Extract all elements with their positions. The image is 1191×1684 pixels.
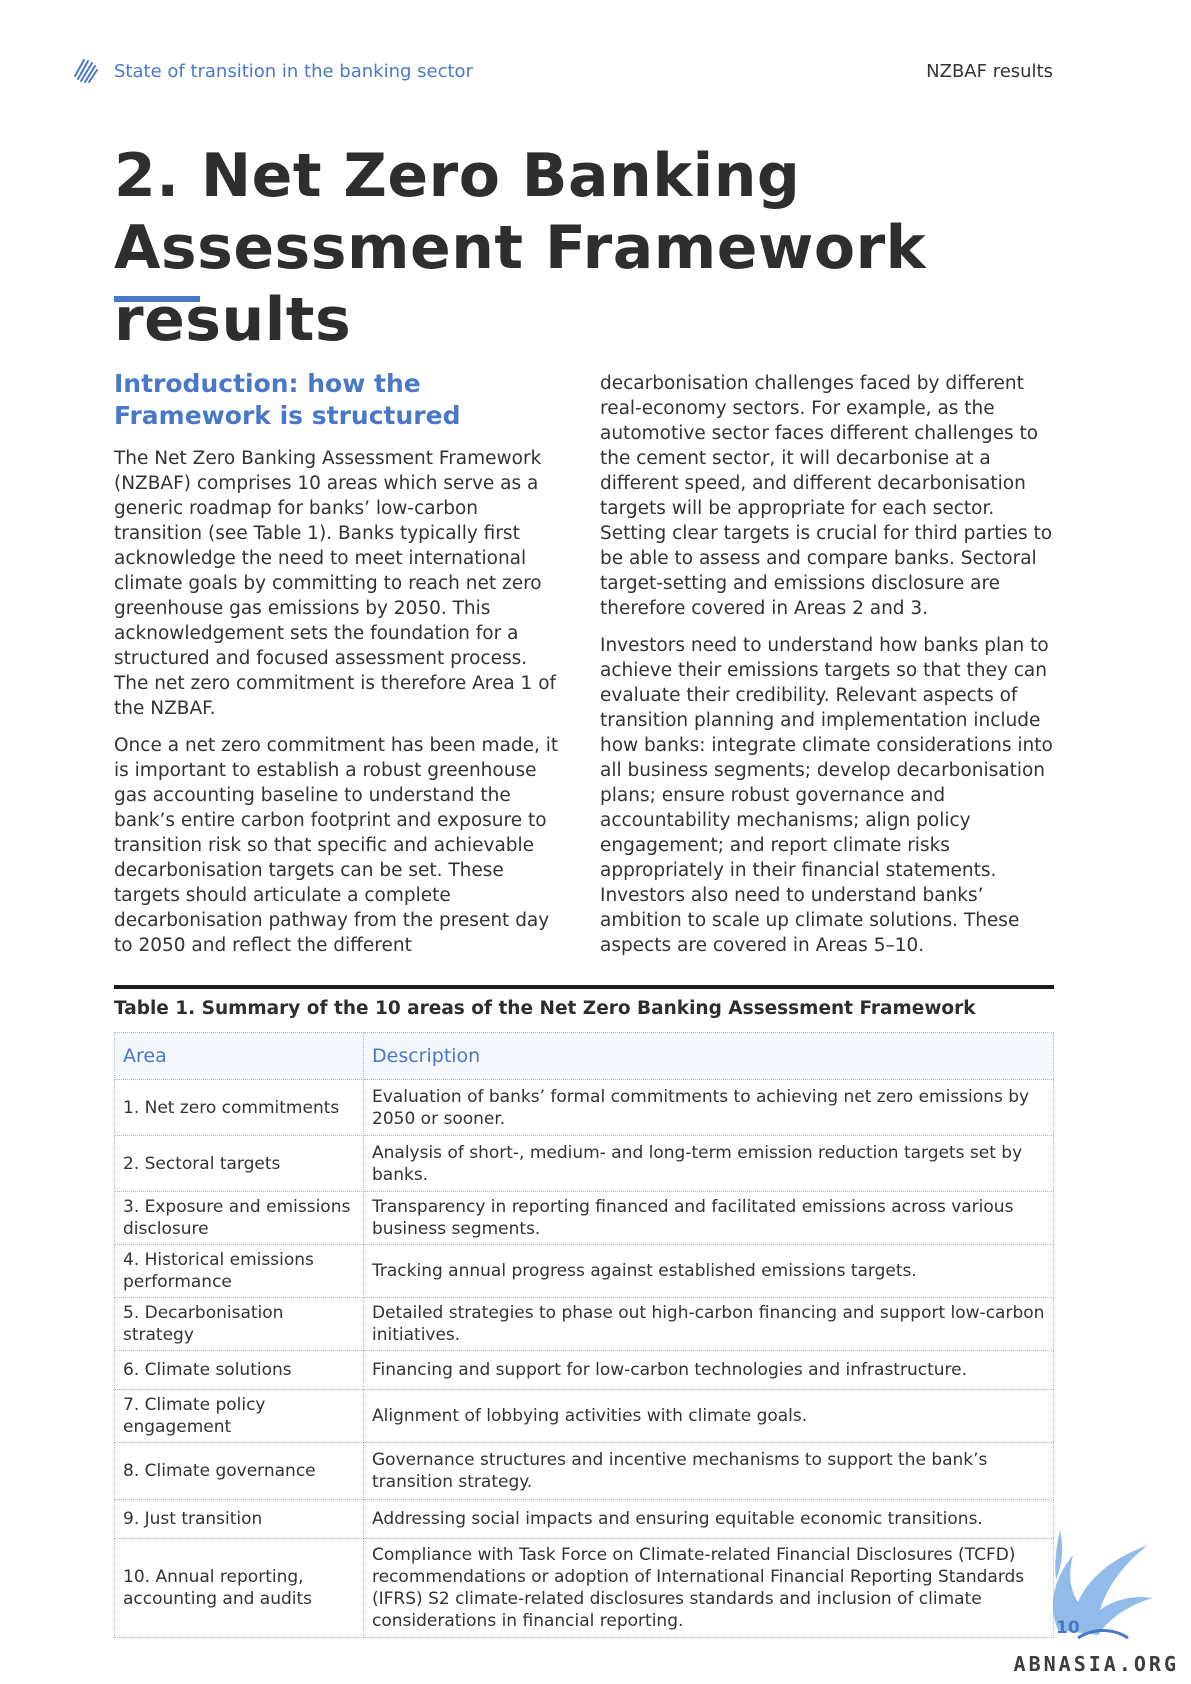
description-cell: Governance structures and incentive mech… xyxy=(363,1442,1054,1500)
description-cell: Financing and support for low-carbon tec… xyxy=(363,1350,1054,1390)
description-cell: Addressing social impacts and ensuring e… xyxy=(363,1499,1054,1539)
areas-table: Area Description 1. Net zero commitments… xyxy=(114,1032,1054,1638)
right-column: decarbonisation challenges faced by diff… xyxy=(600,371,1058,970)
table-top-rule xyxy=(114,985,1054,989)
area-cell: 7. Climate policy engagement xyxy=(114,1389,364,1443)
area-cell: 8. Climate governance xyxy=(114,1442,364,1500)
table-row: 10. Annual reporting, accounting and aud… xyxy=(114,1538,1054,1638)
breadcrumb[interactable]: State of transition in the banking secto… xyxy=(114,61,473,82)
table-row: 7. Climate policy engagement Alignment o… xyxy=(114,1389,1054,1443)
intro-heading-line-1: Introduction: how the xyxy=(114,369,421,398)
intro-heading-line-2: Framework is structured xyxy=(114,401,461,430)
table-row: 3. Exposure and emissions disclosure Tra… xyxy=(114,1191,1054,1245)
intro-paragraph: Investors need to understand how banks p… xyxy=(600,635,1053,956)
bird-icon xyxy=(1053,1530,1153,1640)
area-cell: 10. Annual reporting, accounting and aud… xyxy=(114,1538,364,1638)
page-title-line-2: Assessment Framework results xyxy=(114,213,927,355)
table-row: 8. Climate governance Governance structu… xyxy=(114,1442,1054,1500)
intro-paragraph: Once a net zero commitment has been made… xyxy=(114,735,559,956)
section-label: NZBAF results xyxy=(926,61,1053,82)
left-column: Introduction: how the Framework is struc… xyxy=(114,368,566,970)
page-header: State of transition in the banking secto… xyxy=(72,56,1053,86)
table-row: 9. Just transition Addressing social imp… xyxy=(114,1499,1054,1539)
table-row: 1. Net zero commitments Evaluation of ba… xyxy=(114,1079,1054,1136)
description-cell: Transparency in reporting financed and f… xyxy=(363,1191,1054,1245)
area-cell: 9. Just transition xyxy=(114,1499,364,1539)
intro-heading: Introduction: how the Framework is struc… xyxy=(114,368,566,432)
intro-paragraph: The Net Zero Banking Assessment Framewor… xyxy=(114,448,557,719)
page-title: 2. Net Zero Banking Assessment Framework… xyxy=(114,140,1094,356)
description-cell: Evaluation of banks’ formal commitments … xyxy=(363,1079,1054,1136)
page-number: 10 xyxy=(1056,1618,1080,1638)
table-header-row: Area Description xyxy=(114,1032,1054,1080)
area-cell: 5. Decarbonisation strategy xyxy=(114,1297,364,1351)
description-cell: Analysis of short-, medium- and long-ter… xyxy=(363,1135,1054,1192)
description-cell: Alignment of lobbying activities with cl… xyxy=(363,1389,1054,1443)
title-underline xyxy=(114,296,200,302)
column-header-description: Description xyxy=(363,1032,1054,1080)
table-caption: Table 1. Summary of the 10 areas of the … xyxy=(114,998,976,1019)
watermark: ABNASIA.ORG xyxy=(1013,1652,1179,1676)
table-row: 6. Climate solutions Financing and suppo… xyxy=(114,1350,1054,1390)
area-cell: 4. Historical emissions performance xyxy=(114,1244,364,1298)
description-cell: Tracking annual progress against establi… xyxy=(363,1244,1054,1298)
area-cell: 1. Net zero commitments xyxy=(114,1079,364,1136)
table-row: 2. Sectoral targets Analysis of short-, … xyxy=(114,1135,1054,1192)
table-row: 4. Historical emissions performance Trac… xyxy=(114,1244,1054,1298)
area-cell: 6. Climate solutions xyxy=(114,1350,364,1390)
description-cell: Compliance with Task Force on Climate-re… xyxy=(363,1538,1054,1638)
area-cell: 3. Exposure and emissions disclosure xyxy=(114,1191,364,1245)
wave-lines-icon xyxy=(74,59,98,83)
intro-paragraph: decarbonisation challenges faced by diff… xyxy=(600,373,1053,619)
column-header-area: Area xyxy=(114,1032,364,1080)
table-row: 5. Decarbonisation strategy Detailed str… xyxy=(114,1297,1054,1351)
area-cell: 2. Sectoral targets xyxy=(114,1135,364,1192)
page-title-line-1: 2. Net Zero Banking xyxy=(114,141,801,211)
description-cell: Detailed strategies to phase out high-ca… xyxy=(363,1297,1054,1351)
